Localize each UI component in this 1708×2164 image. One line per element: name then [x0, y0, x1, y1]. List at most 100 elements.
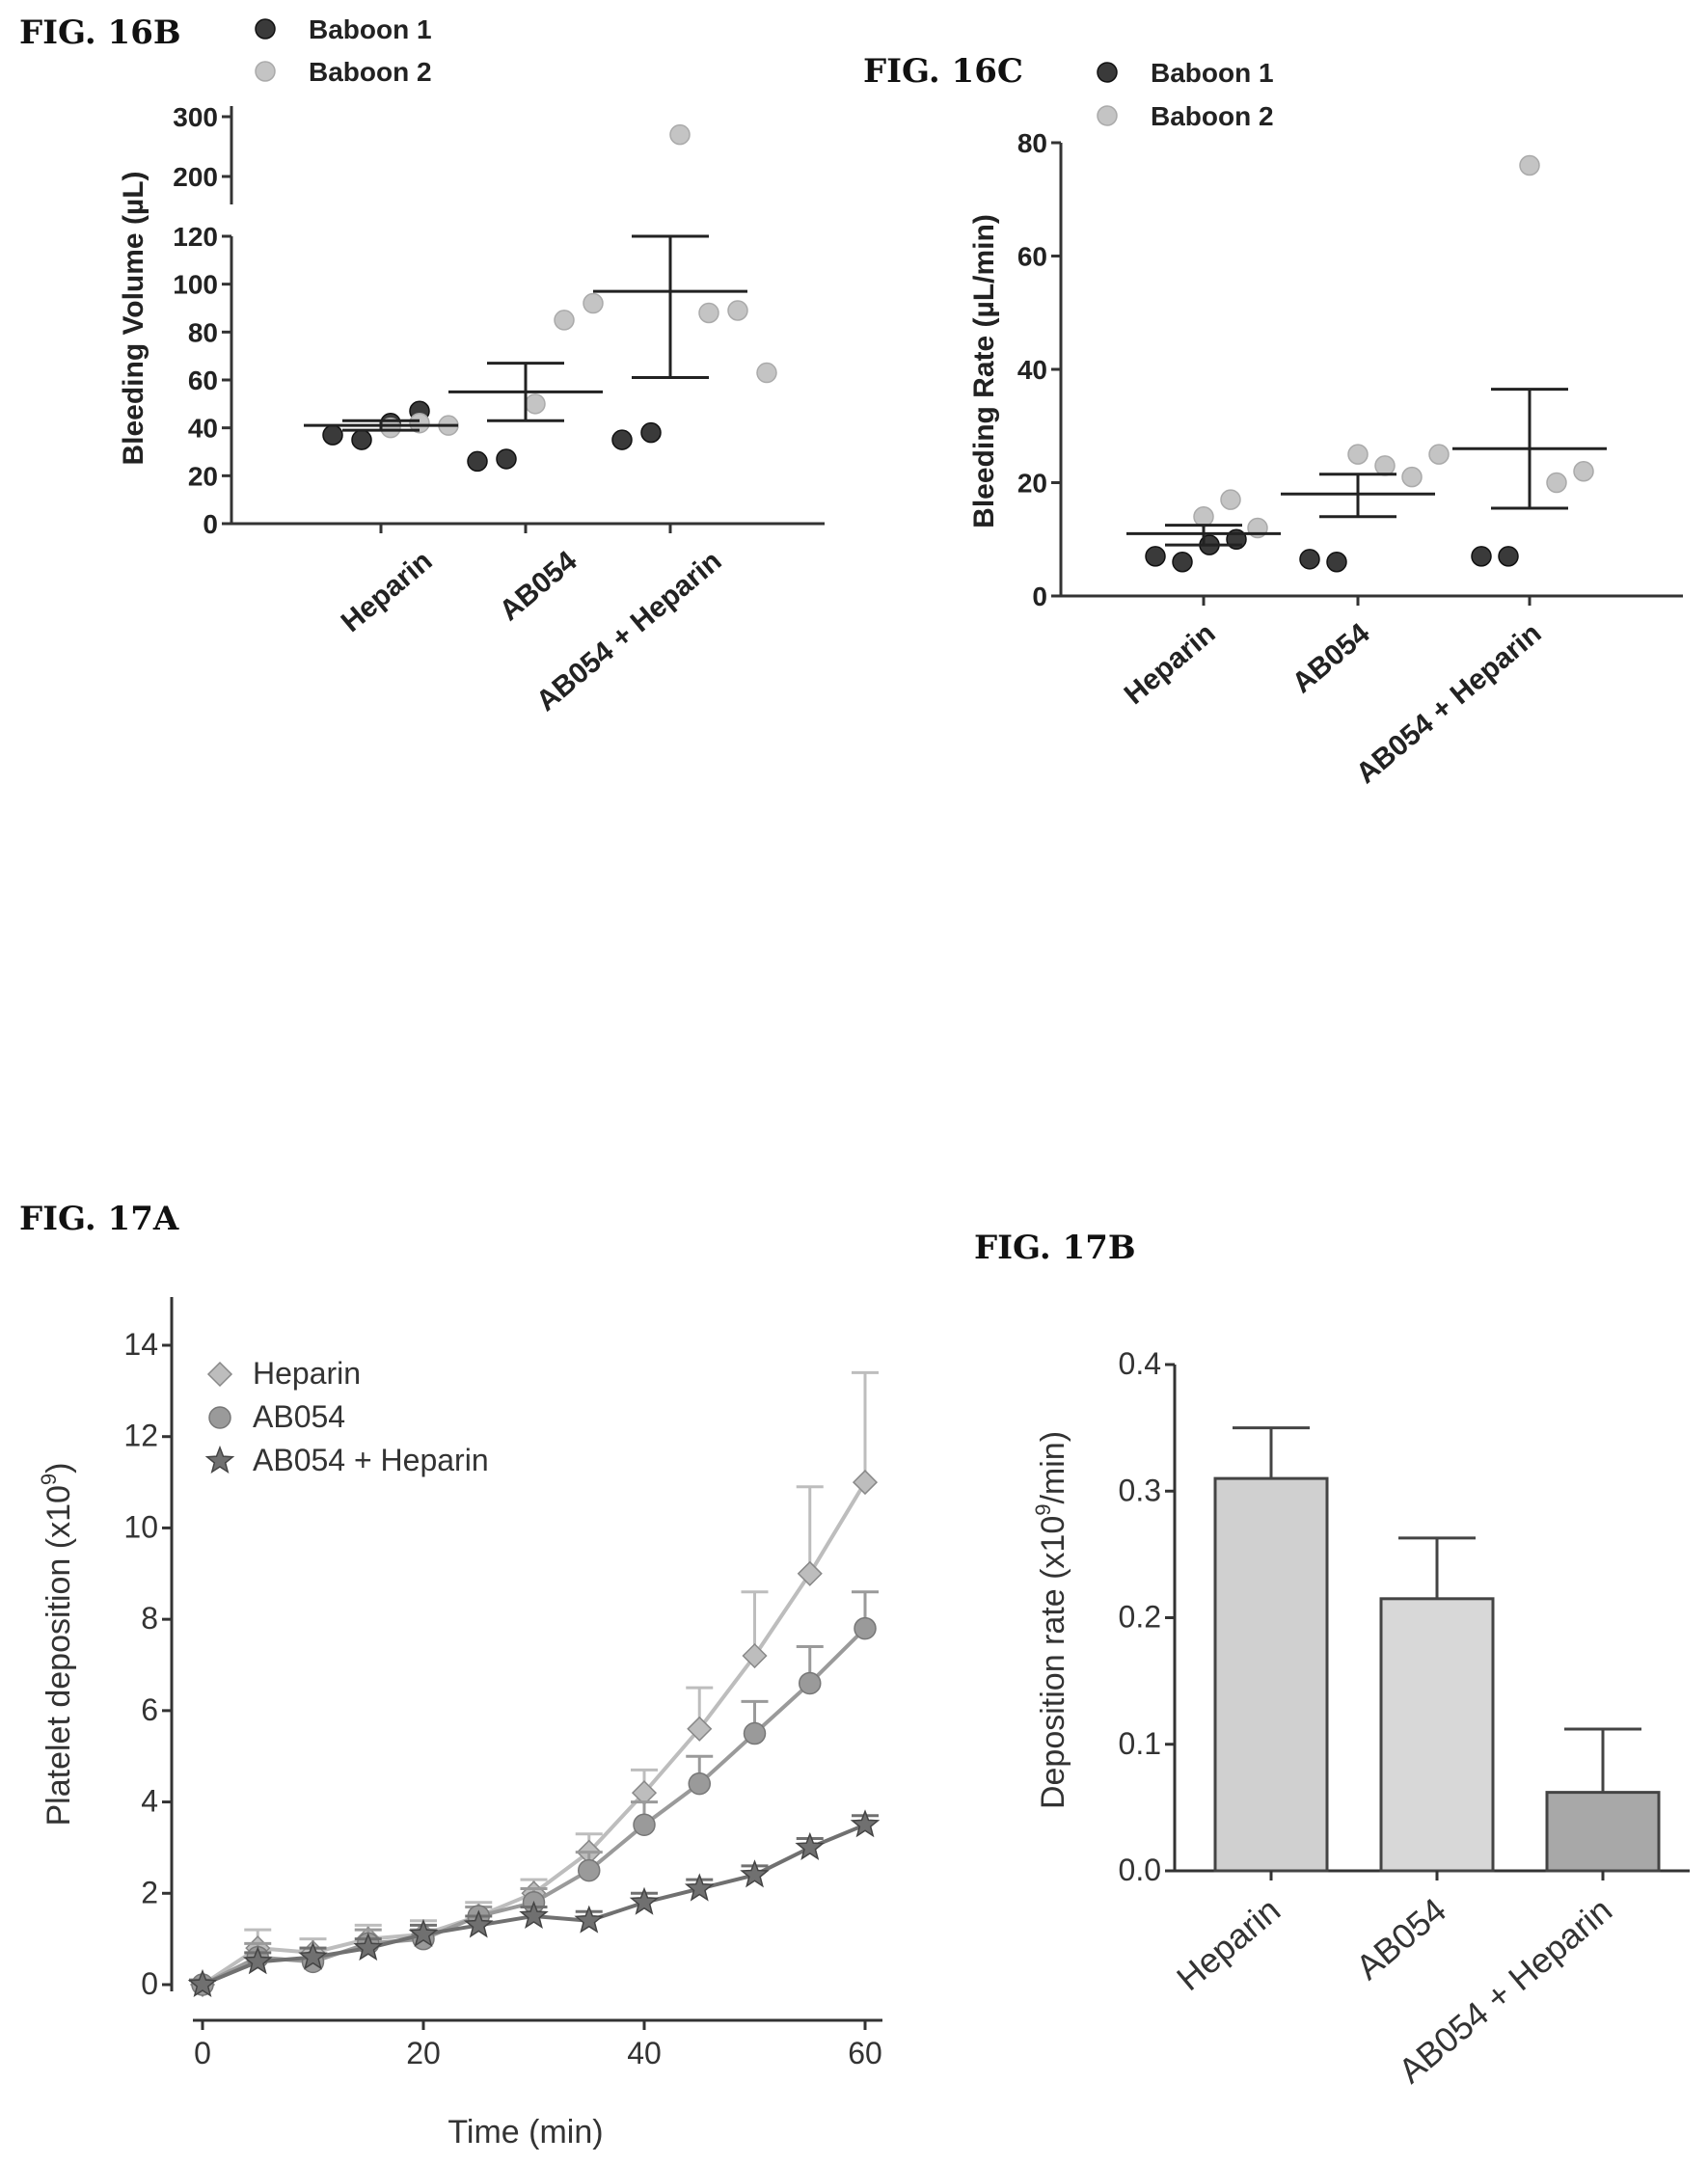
data-point — [1374, 455, 1396, 476]
y-tick-label: 40 — [1017, 355, 1047, 385]
data-point — [756, 362, 777, 384]
y-tick-label: 60 — [188, 365, 218, 395]
x-tick-label: 40 — [627, 2036, 662, 2070]
x-tick-label: 0 — [194, 2036, 211, 2070]
data-marker — [854, 1616, 877, 1640]
data-marker — [799, 1671, 822, 1695]
x-axis-label: Time (min) — [447, 2114, 603, 2150]
y-tick-label: 40 — [188, 414, 218, 444]
y-tick-label: 20 — [188, 461, 218, 491]
data-marker — [852, 1470, 879, 1496]
data-point — [583, 292, 604, 314]
figure-label: FIG. 16C — [863, 52, 1023, 91]
category-label: AB054 — [1348, 1890, 1453, 1988]
category-label: Heparin — [1169, 1890, 1288, 1998]
data-marker — [797, 1560, 823, 1586]
legend-label: AB054 + Heparin — [253, 1443, 489, 1477]
figure-label: FIG. 16B — [19, 14, 181, 52]
data-point — [611, 429, 633, 450]
y-tick-label: 0.4 — [1119, 1346, 1161, 1381]
data-point — [1519, 154, 1540, 176]
category-label: Heparin — [1119, 617, 1222, 711]
series-line — [202, 1627, 867, 1987]
bar — [1213, 1476, 1329, 1873]
y-tick-label: 80 — [188, 317, 218, 347]
legend-label: Baboon 1 — [1151, 58, 1274, 88]
data-point — [467, 450, 488, 473]
data-point — [640, 421, 662, 444]
y-axis-label-text: Deposition rate (x10 — [1035, 1516, 1071, 1809]
series-2 — [187, 1809, 881, 1997]
y-axis-label-text: Platelet deposition (x10 — [41, 1485, 77, 1826]
y-tick-label: 0 — [203, 509, 218, 539]
legend-marker — [255, 61, 276, 82]
data-point — [698, 302, 719, 324]
bar — [1379, 1597, 1495, 1873]
data-point — [1145, 546, 1166, 567]
legend-label: Baboon 1 — [309, 14, 432, 44]
legend-label: Baboon 2 — [1151, 101, 1274, 131]
y-tick-label: 8 — [141, 1601, 158, 1636]
y-tick-label: 2 — [141, 1875, 158, 1909]
legend-label: Baboon 2 — [309, 57, 432, 87]
data-point — [669, 123, 691, 146]
category-label: AB054 — [1287, 617, 1376, 700]
figure-label: FIG. 17B — [974, 1229, 1136, 1267]
y-tick-label: 4 — [141, 1784, 158, 1819]
y-tick-label: 120 — [173, 222, 218, 252]
data-marker — [687, 1716, 713, 1742]
category-label: AB054 — [494, 545, 583, 628]
data-marker — [688, 1772, 711, 1796]
data-marker — [578, 1858, 601, 1882]
data-point — [496, 448, 517, 470]
data-point — [1573, 461, 1594, 482]
chart-fig16b: FIG. 16B Baboon 1 Baboon 2 0 20 40 60 80 100 120 2… — [19, 14, 825, 717]
category-label: AB054 + Heparin — [1350, 617, 1548, 790]
data-marker — [743, 1721, 767, 1745]
data-marker — [795, 1831, 826, 1861]
y-tick-label: 80 — [1017, 128, 1047, 158]
y-tick-label: 100 — [173, 270, 218, 300]
data-point — [409, 412, 430, 434]
legend-marker — [1097, 105, 1118, 126]
data-marker — [629, 1886, 660, 1915]
data-point — [1546, 472, 1567, 494]
y-tick-label: 300 — [173, 102, 218, 132]
data-point — [1220, 489, 1241, 510]
y-tick-label: 10 — [123, 1509, 158, 1544]
data-point — [1172, 552, 1193, 573]
data-point — [554, 310, 575, 331]
data-point — [1347, 444, 1369, 465]
y-tick-label: 14 — [123, 1327, 158, 1362]
chart-fig17b: FIG. 17B 0.0 0.1 0.2 0.3 0.4 Deposition rate (… — [974, 1229, 1690, 2091]
y-tick-label: 0.3 — [1119, 1473, 1161, 1507]
data-marker — [574, 1905, 605, 1934]
bar — [1545, 1791, 1661, 1873]
data-point — [1428, 444, 1450, 465]
y-axis-label-sup: 9 — [1031, 1504, 1055, 1516]
data-marker — [740, 1859, 770, 1888]
y-tick-label: 0.0 — [1119, 1853, 1161, 1887]
data-point — [322, 424, 343, 446]
legend-marker — [255, 18, 276, 40]
data-marker — [684, 1873, 715, 1902]
y-tick-label: 0.2 — [1119, 1600, 1161, 1635]
data-marker — [298, 1941, 328, 1970]
y-axis-label-end: ) — [41, 1462, 77, 1473]
y-tick-label: 200 — [173, 162, 218, 192]
y-axis-label-end: /min) — [1035, 1431, 1071, 1504]
data-point — [1326, 552, 1347, 573]
legend-marker — [1097, 62, 1118, 83]
y-tick-label: 6 — [141, 1692, 158, 1727]
y-axis-label: Bleeding Volume (µL) — [118, 171, 149, 465]
y-axis-label-sup: 9 — [37, 1474, 61, 1485]
x-tick-label: 60 — [848, 2036, 882, 2070]
figure-label: FIG. 17A — [19, 1200, 179, 1238]
data-point — [1193, 506, 1214, 527]
data-marker — [242, 1946, 273, 1975]
x-tick-label: 20 — [406, 2036, 441, 2070]
data-marker — [206, 1361, 233, 1388]
data-point — [1471, 546, 1492, 567]
data-marker — [204, 1445, 235, 1474]
